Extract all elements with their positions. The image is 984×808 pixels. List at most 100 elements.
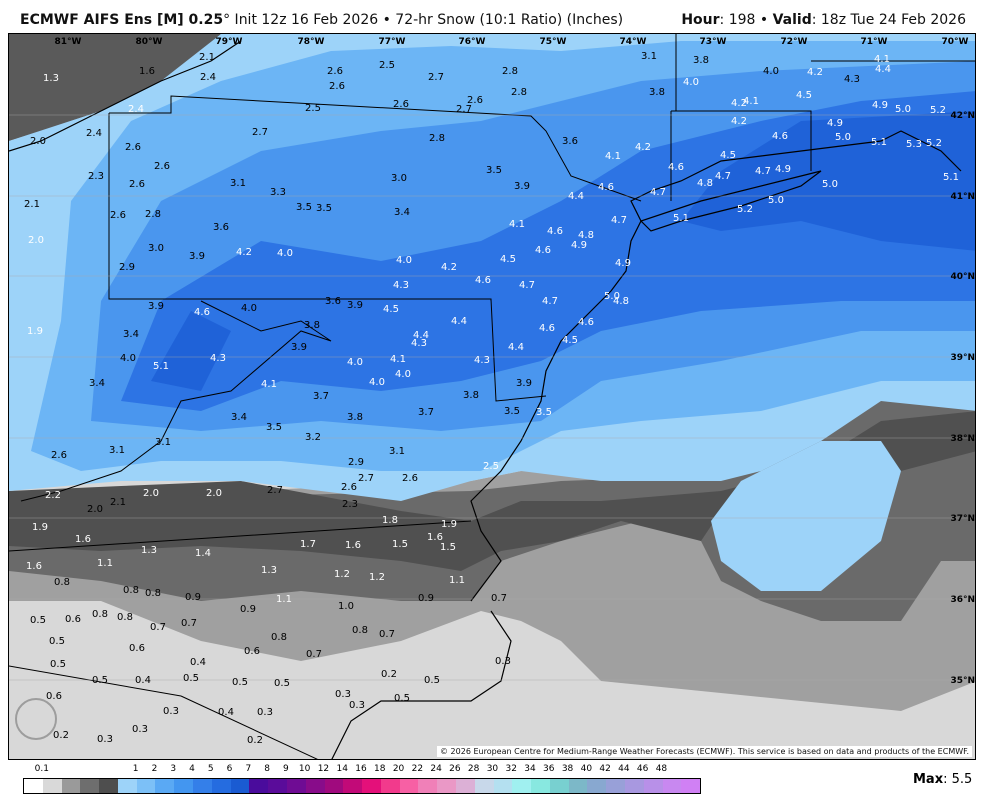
colorbar-tick-label: 4 — [189, 764, 195, 774]
snow-value-label: 0.5 — [50, 659, 66, 670]
latitude-label: 39°N — [950, 353, 975, 363]
snow-value-label: 2.6 — [154, 161, 170, 172]
snow-value-label: 4.3 — [411, 338, 427, 349]
colorbar-tick-label: 46 — [636, 764, 649, 774]
colorbar-tick-label: 22 — [411, 764, 424, 774]
shade-darker-gray — [9, 411, 975, 571]
snow-value-label: 4.6 — [772, 131, 788, 142]
snow-value-label: 3.2 — [305, 432, 321, 443]
snow-value-label: 5.2 — [737, 204, 753, 215]
snow-value-label: 4.1 — [605, 151, 621, 162]
latitude-label: 35°N — [950, 676, 975, 686]
snow-value-label: 4.6 — [598, 182, 614, 193]
snow-value-label: 4.6 — [547, 226, 563, 237]
snow-value-label: 4.0 — [369, 377, 385, 388]
snow-value-label: 0.3 — [495, 656, 511, 667]
colorbar-swatch — [268, 779, 287, 793]
snow-value-label: 4.7 — [611, 215, 627, 226]
snow-value-label: 0.9 — [240, 604, 256, 615]
snow-value-label: 2.6 — [327, 66, 343, 77]
longitude-label: 72°W — [781, 37, 808, 47]
colorbar-swatch — [24, 779, 43, 793]
colorbar-swatch — [174, 779, 194, 793]
colorbar-swatch — [155, 779, 175, 793]
snow-value-label: 4.1 — [390, 354, 406, 365]
snow-value-label: 4.4 — [451, 316, 467, 327]
latitude-label: 37°N — [950, 514, 975, 524]
snow-value-label: 3.5 — [536, 407, 552, 418]
snow-value-label: 5.0 — [604, 291, 620, 302]
snow-value-label: 3.0 — [391, 173, 407, 184]
snow-value-label: 2.7 — [267, 485, 283, 496]
longitude-label: 75°W — [540, 37, 567, 47]
snow-value-label: 4.3 — [474, 355, 490, 366]
colorbar-swatch — [399, 779, 419, 793]
colorbar-tick-label: 30 — [486, 764, 499, 774]
copyright-notice: © 2026 European Centre for Medium-Range … — [437, 746, 972, 757]
snow-value-label: 3.9 — [291, 342, 307, 353]
snow-value-label: 0.2 — [53, 730, 69, 741]
snow-value-label: 2.6 — [329, 81, 345, 92]
snow-value-label: 4.7 — [519, 280, 535, 291]
snow-value-label: 2.1 — [110, 497, 126, 508]
snow-value-label: 4.3 — [210, 353, 226, 364]
colorbar-swatch — [249, 779, 269, 793]
longitude-label: 79°W — [216, 37, 243, 47]
colorbar-swatch — [99, 779, 118, 793]
colorbar-swatch — [681, 779, 701, 793]
colorbar-swatch — [343, 779, 363, 793]
snow-value-label: 4.6 — [194, 307, 210, 318]
snow-value-label: 4.0 — [395, 369, 411, 380]
snow-value-label: 3.7 — [418, 407, 434, 418]
snow-value-label: 1.9 — [27, 326, 43, 337]
snow-value-label: 1.1 — [276, 594, 292, 605]
colorbar-tick-label: 3 — [170, 764, 177, 774]
snow-value-label: 0.5 — [424, 675, 440, 686]
snow-value-label: 2.1 — [199, 52, 215, 63]
colorbar-tick-label: 10 — [298, 764, 311, 774]
colorbar-tick-label: 36 — [543, 764, 555, 774]
snow-value-label: 2.8 — [502, 66, 518, 77]
snow-value-label: 3.9 — [189, 251, 205, 262]
snow-value-label: 3.4 — [231, 412, 247, 423]
colorbar-tick-label: 9 — [283, 764, 289, 774]
snow-value-label: 2.4 — [86, 128, 102, 139]
snow-value-label: 1.1 — [449, 575, 465, 586]
snow-value-label: 4.9 — [615, 258, 631, 269]
snow-value-label: 4.7 — [755, 166, 771, 177]
snow-value-label: 0.3 — [335, 689, 351, 700]
colorbar-swatch — [606, 779, 625, 793]
snow-value-label: 2.8 — [145, 209, 161, 220]
snow-value-label: 0.4 — [135, 675, 151, 686]
snow-value-label: 4.5 — [500, 254, 516, 265]
snow-value-label: 4.4 — [413, 330, 429, 341]
snow-value-label: 0.5 — [30, 615, 46, 626]
snow-value-label: 4.0 — [277, 248, 293, 259]
snow-value-label: 1.0 — [338, 601, 354, 612]
snow-value-label: 4.1 — [261, 379, 277, 390]
longitude-label: 78°W — [298, 37, 325, 47]
colorbar-swatch — [61, 779, 81, 793]
snow-value-label: 4.1 — [509, 219, 525, 230]
snow-value-label: 2.5 — [305, 103, 321, 114]
snow-value-label: 0.3 — [132, 724, 148, 735]
snow-value-label: 5.3 — [906, 139, 922, 150]
colorbar-tick-label: 38 — [561, 764, 574, 774]
latitude-label: 36°N — [950, 595, 975, 605]
snow-value-label: 4.0 — [763, 66, 779, 77]
snow-value-label: 5.2 — [926, 138, 942, 149]
snow-value-label: 4.7 — [715, 171, 731, 182]
snow-value-label: 4.1 — [874, 54, 890, 65]
snow-value-label: 4.6 — [668, 162, 684, 173]
snow-value-label: 4.5 — [720, 150, 736, 161]
colorbar-ticks: 0.1 1 2 3 4 5 6 7 8 9 10 12 14 16 18 20 22 24 26 28 30 32 34 36… — [23, 764, 699, 776]
snow-value-label: 4.9 — [827, 118, 843, 129]
snow-value-label: 0.7 — [491, 593, 507, 604]
colorbar-tick-label: 42 — [599, 764, 611, 774]
latitude-label: 40°N — [950, 272, 975, 282]
colorbar-tick-label: 20 — [392, 764, 405, 774]
valid-time: Hour: 198 • Valid: 18z Tue 24 Feb 2026 — [681, 12, 966, 28]
colorbar-tick-label: 34 — [524, 764, 536, 774]
snow-value-label: 1.2 — [334, 569, 350, 580]
